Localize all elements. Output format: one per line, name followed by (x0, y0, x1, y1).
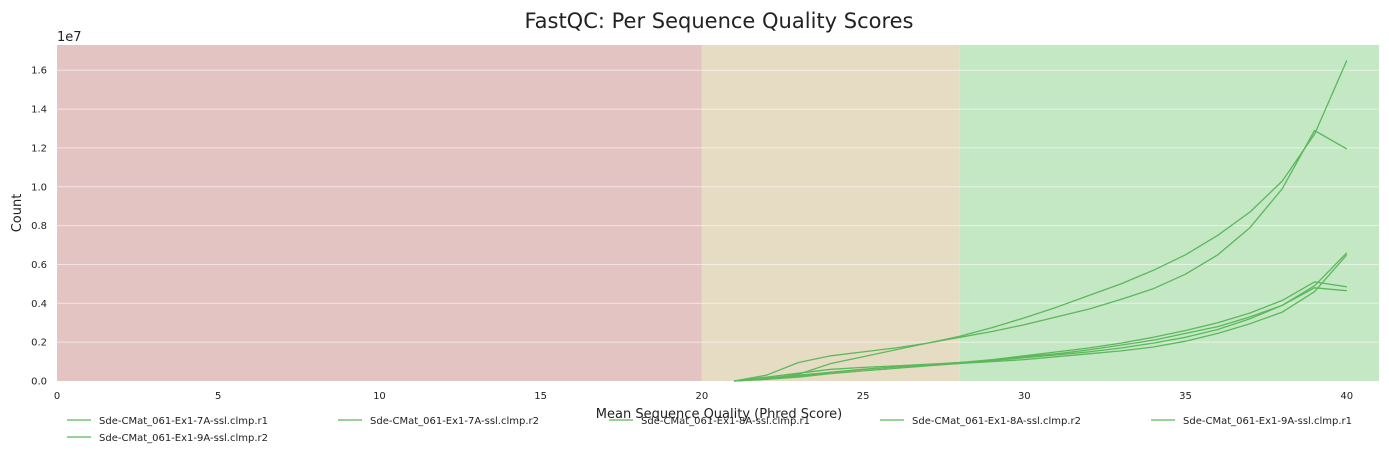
quality-band-1 (701, 45, 960, 381)
x-tick-label: 25 (857, 391, 870, 402)
y-tick-label: 0.6 (31, 260, 47, 271)
x-axis-label: Mean Sequence Quality (Phred Score) (596, 407, 842, 422)
y-tick-label: 0.2 (31, 338, 47, 349)
legend-item[interactable]: Sde-CMat_061-Ex1-8A-ssl.clmp.r2 (880, 416, 1081, 427)
legend-item[interactable]: Sde-CMat_061-Ex1-8A-ssl.clmp.r1 (609, 416, 810, 427)
y-axis-ticks: 0.0 0.2 0.4 0.6 0.8 1.0 1.2 1.4 1.6 (31, 66, 47, 388)
legend-label: Sde-CMat_061-Ex1-7A-ssl.clmp.r2 (370, 416, 539, 427)
legend-label: Sde-CMat_061-Ex1-8A-ssl.clmp.r1 (641, 416, 810, 427)
y-tick-label: 0.4 (31, 299, 47, 310)
x-tick-label: 35 (1179, 391, 1192, 402)
x-tick-label: 0 (54, 391, 60, 402)
series-line-4 (733, 129, 1348, 382)
series-line-5 (734, 281, 1347, 382)
quality-band-2 (959, 45, 1379, 381)
y-axis-label: Count (10, 194, 25, 233)
y-tick-label: 0.0 (31, 377, 47, 388)
legend-label: Sde-CMat_061-Ex1-7A-ssl.clmp.r1 (99, 416, 268, 427)
legend-item[interactable]: Sde-CMat_061-Ex1-9A-ssl.clmp.r2 (67, 433, 268, 444)
legend-item[interactable]: Sde-CMat_061-Ex1-9A-ssl.clmp.r1 (1151, 416, 1352, 427)
grid (57, 69, 1379, 343)
x-axis-ticks: 0 5 10 15 20 25 30 35 40 (54, 391, 1353, 402)
series-lines (733, 60, 1348, 382)
x-tick-label: 30 (1018, 391, 1031, 402)
series-line-6 (734, 287, 1347, 382)
x-tick-label: 40 (1340, 391, 1353, 402)
quality-band-0 (57, 45, 702, 381)
y-tick-label: 1.6 (31, 66, 47, 77)
x-tick-label: 15 (534, 391, 547, 402)
x-tick-label: 10 (373, 391, 386, 402)
legend-item[interactable]: Sde-CMat_061-Ex1-7A-ssl.clmp.r1 (67, 416, 268, 427)
y-offset-label: 1e7 (57, 30, 82, 45)
quality-bands (57, 45, 1379, 381)
legend: Sde-CMat_061-Ex1-7A-ssl.clmp.r1 Sde-CMat_… (67, 416, 1352, 444)
x-tick-label: 5 (215, 391, 221, 402)
series-line-1 (734, 252, 1348, 382)
legend-label: Sde-CMat_061-Ex1-9A-ssl.clmp.r1 (1183, 416, 1352, 427)
chart-title: FastQC: Per Sequence Quality Scores (524, 9, 913, 33)
legend-label: Sde-CMat_061-Ex1-8A-ssl.clmp.r2 (912, 416, 1081, 427)
x-tick-label: 20 (696, 391, 709, 402)
legend-label: Sde-CMat_061-Ex1-9A-ssl.clmp.r2 (99, 433, 268, 444)
y-tick-label: 1.4 (31, 105, 47, 116)
series-line-3 (734, 60, 1348, 382)
legend-item[interactable]: Sde-CMat_061-Ex1-7A-ssl.clmp.r2 (338, 416, 539, 427)
y-tick-label: 0.8 (31, 221, 47, 232)
y-tick-label: 1.2 (31, 143, 47, 154)
y-tick-label: 1.0 (31, 182, 47, 193)
